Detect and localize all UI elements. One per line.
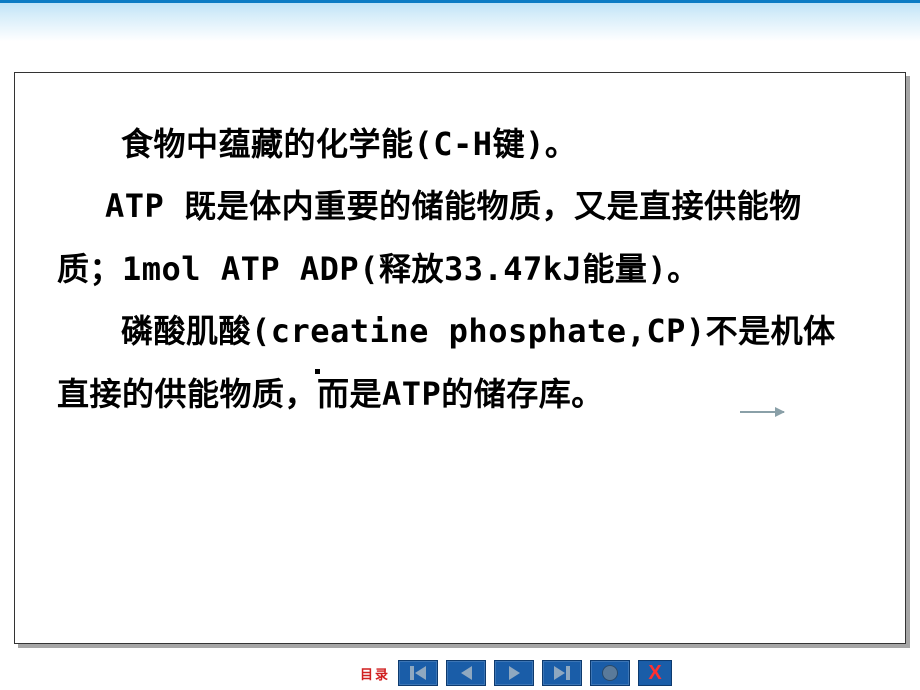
prev-icon xyxy=(461,666,472,680)
slide-panel: 食物中蕴藏的化学能(C-H键)。 ATP 既是体内重要的储能物质，又是直接供能物… xyxy=(14,72,906,644)
circle-icon xyxy=(602,665,618,681)
paragraph-2: ATP 既是体内重要的储能物质，又是直接供能物质；1mol ATP ADP(释放… xyxy=(57,175,863,300)
close-icon: X xyxy=(648,662,661,685)
nav-toolbar: 目录 X xyxy=(360,660,672,686)
nav-prev-button[interactable] xyxy=(446,660,486,686)
nav-last-button[interactable] xyxy=(542,660,582,686)
nav-menu-label[interactable]: 目录 xyxy=(360,664,390,683)
paragraph-3: 磷酸肌酸(creatine phosphate,CP)不是机体直接的供能物质，而… xyxy=(57,300,863,425)
header-accent-line xyxy=(0,0,920,3)
nav-first-button[interactable] xyxy=(398,660,438,686)
slide-content: 食物中蕴藏的化学能(C-H键)。 ATP 既是体内重要的储能物质，又是直接供能物… xyxy=(57,113,863,425)
nav-close-button[interactable]: X xyxy=(638,660,672,686)
nav-next-button[interactable] xyxy=(494,660,534,686)
bullet-dot xyxy=(315,369,320,374)
next-icon xyxy=(509,666,520,680)
first-icon xyxy=(410,666,426,680)
reaction-arrow-icon xyxy=(740,411,784,413)
last-icon xyxy=(554,666,570,680)
paragraph-1: 食物中蕴藏的化学能(C-H键)。 xyxy=(57,113,863,175)
nav-extra-button[interactable] xyxy=(590,660,630,686)
